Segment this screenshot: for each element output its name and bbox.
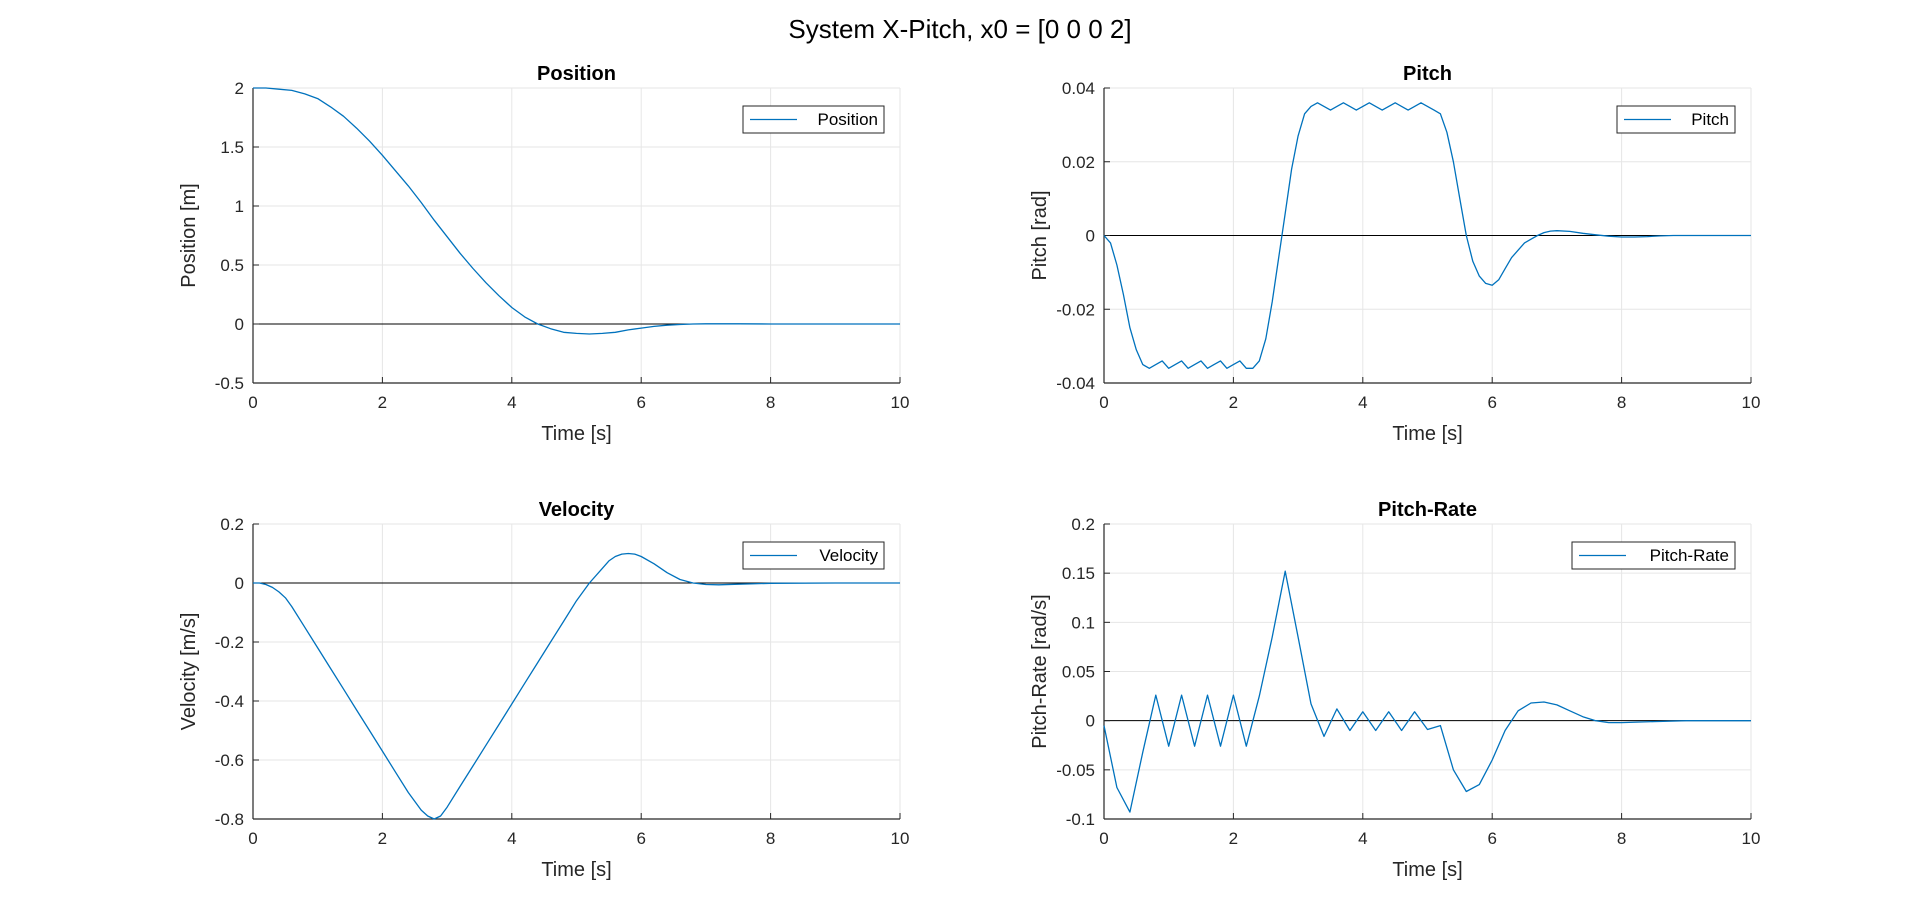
- legend: Pitch-Rate: [1571, 541, 1736, 570]
- x-tick-label: 2: [378, 393, 387, 412]
- y-axis-label: Pitch-Rate [rad/s]: [1029, 594, 1051, 749]
- x-tick-label: 2: [1229, 393, 1238, 412]
- y-tick-label: 1: [235, 197, 244, 216]
- chart-title: Pitch-Rate: [1378, 499, 1477, 521]
- subplot-pitch-rate: 0 2 4 6 8 10 -0.1 -0.05 0 0.05 0.1 0.15 0.2 Pitch-Rat…: [1029, 499, 1760, 881]
- x-tick-label: 8: [1617, 829, 1626, 848]
- series-line: [1103, 570, 1751, 813]
- legend: Position: [742, 105, 885, 134]
- x-tick-label: 10: [1742, 829, 1761, 848]
- y-tick-label: -0.4: [215, 692, 244, 711]
- y-tick-label: 2: [235, 79, 244, 98]
- x-tick-label: 8: [1617, 393, 1626, 412]
- y-tick-label: -0.04: [1056, 374, 1095, 393]
- series-line: [1103, 102, 1751, 369]
- series-line: [253, 552, 900, 820]
- y-tick-label: 0.15: [1062, 564, 1095, 583]
- x-tick-label: 0: [1099, 393, 1108, 412]
- legend: Velocity: [742, 541, 885, 570]
- x-tick-label: 2: [1229, 829, 1238, 848]
- x-tick-label: 0: [1099, 829, 1108, 848]
- x-tick-label: 8: [766, 393, 775, 412]
- x-axis-label: Time [s]: [1392, 859, 1462, 881]
- y-tick-label: 1.5: [220, 138, 244, 157]
- x-axis-label: Time [s]: [1392, 423, 1462, 445]
- figure-suptitle: System X-Pitch, x0 = [0 0 0 2]: [788, 14, 1131, 44]
- x-tick-label: 6: [1487, 393, 1496, 412]
- x-tick-label: 10: [891, 829, 910, 848]
- y-tick-label: 0: [1086, 227, 1095, 246]
- y-tick-label: -0.6: [215, 751, 244, 770]
- y-tick-label: 0.5: [220, 256, 244, 275]
- chart-title: Pitch: [1403, 63, 1452, 85]
- y-tick-label: 0.2: [1071, 515, 1095, 534]
- y-tick-label: -0.05: [1056, 761, 1095, 780]
- y-tick-label: 0: [235, 315, 244, 334]
- x-axis-label: Time [s]: [541, 859, 611, 881]
- legend-label: Pitch-Rate: [1650, 546, 1729, 565]
- y-tick-label: 0.04: [1062, 79, 1095, 98]
- chart-title: Velocity: [539, 499, 615, 521]
- x-tick-label: 10: [891, 393, 910, 412]
- x-axis-label: Time [s]: [541, 423, 611, 445]
- y-tick-label: -0.2: [215, 633, 244, 652]
- y-tick-label: -0.02: [1056, 300, 1095, 319]
- y-tick-label: -0.5: [215, 374, 244, 393]
- subplot-pitch: 0 2 4 6 8 10 -0.04 -0.02 0 0.02 0.04 Pitch Time [s] P…: [1029, 63, 1760, 445]
- x-tick-label: 2: [378, 829, 387, 848]
- subplot-velocity: 0 2 4 6 8 10 -0.8 -0.6 -0.4 -0.2 0 0.2 Velocity Time …: [178, 499, 909, 881]
- legend-label: Position: [818, 110, 878, 129]
- legend: Pitch: [1616, 105, 1736, 134]
- y-axis-label: Pitch [rad]: [1029, 190, 1051, 280]
- chart-title: Position: [537, 63, 616, 85]
- x-tick-label: 4: [1358, 393, 1367, 412]
- series-line: [253, 87, 900, 335]
- x-tick-label: 0: [248, 393, 257, 412]
- y-tick-label: 0.1: [1071, 613, 1095, 632]
- legend-label: Pitch: [1691, 110, 1729, 129]
- x-tick-label: 6: [1487, 829, 1496, 848]
- x-tick-label: 4: [1358, 829, 1367, 848]
- x-tick-label: 0: [248, 829, 257, 848]
- y-axis-label: Velocity [m/s]: [178, 613, 200, 731]
- y-tick-label: 0.02: [1062, 153, 1095, 172]
- x-tick-label: 6: [636, 829, 645, 848]
- y-tick-label: -0.8: [215, 810, 244, 829]
- y-tick-label: -0.1: [1066, 810, 1095, 829]
- y-tick-label: 0.05: [1062, 663, 1095, 682]
- y-axis-label: Position [m]: [178, 183, 200, 287]
- x-tick-label: 6: [636, 393, 645, 412]
- y-tick-label: 0: [235, 574, 244, 593]
- x-tick-label: 4: [507, 829, 516, 848]
- x-tick-label: 10: [1742, 393, 1761, 412]
- y-tick-label: 0: [1086, 712, 1095, 731]
- legend-label: Velocity: [819, 546, 878, 565]
- y-tick-label: 0.2: [220, 515, 244, 534]
- x-tick-label: 8: [766, 829, 775, 848]
- x-tick-label: 4: [507, 393, 516, 412]
